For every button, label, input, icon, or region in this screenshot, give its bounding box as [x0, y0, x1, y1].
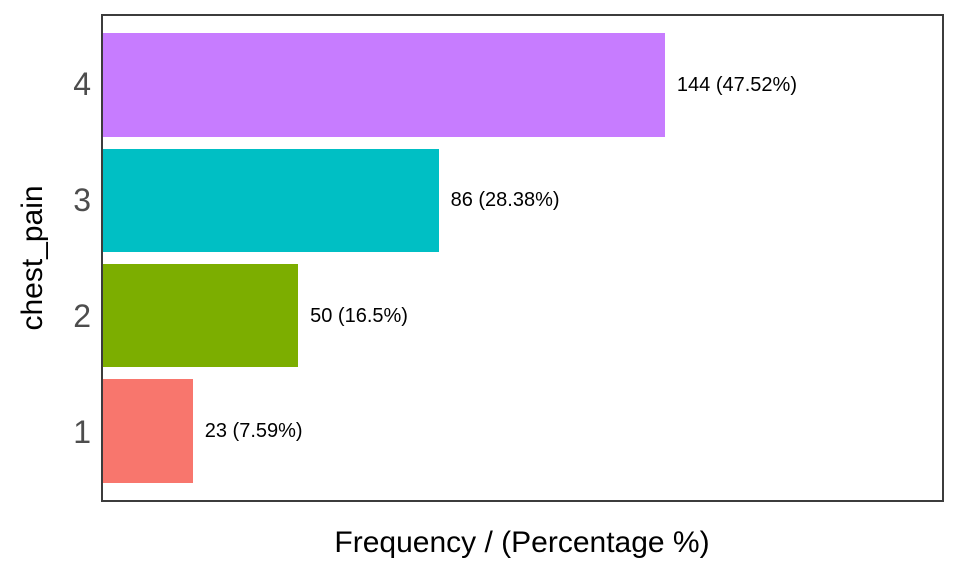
- bar-category-1: [103, 379, 193, 483]
- bar-value-label: 86 (28.38%): [450, 189, 560, 212]
- y-tick-label: 3: [73, 181, 91, 218]
- bar-category-4: [103, 33, 665, 137]
- y-axis-title: chest_pain: [16, 185, 49, 331]
- bar-value-label: 144 (47.52%): [676, 74, 797, 97]
- bar-value-label: 23 (7.59%): [204, 419, 303, 442]
- bar-value-label: 50 (16.5%): [310, 304, 408, 327]
- plot-panel: 144 (47.52%) 86 (28.38%) 50 (16.5%) 23 (7.5…: [101, 14, 944, 502]
- bar-category-3: [103, 148, 439, 253]
- y-tick-label: 2: [73, 298, 91, 335]
- y-tick-label: 4: [73, 65, 91, 102]
- bar-category-2: [103, 263, 299, 368]
- y-axis-tick-labels: 4 3 2 1: [0, 14, 91, 502]
- x-axis-title: Frequency / (Percentage %): [334, 526, 710, 559]
- y-tick-label: 1: [73, 414, 91, 451]
